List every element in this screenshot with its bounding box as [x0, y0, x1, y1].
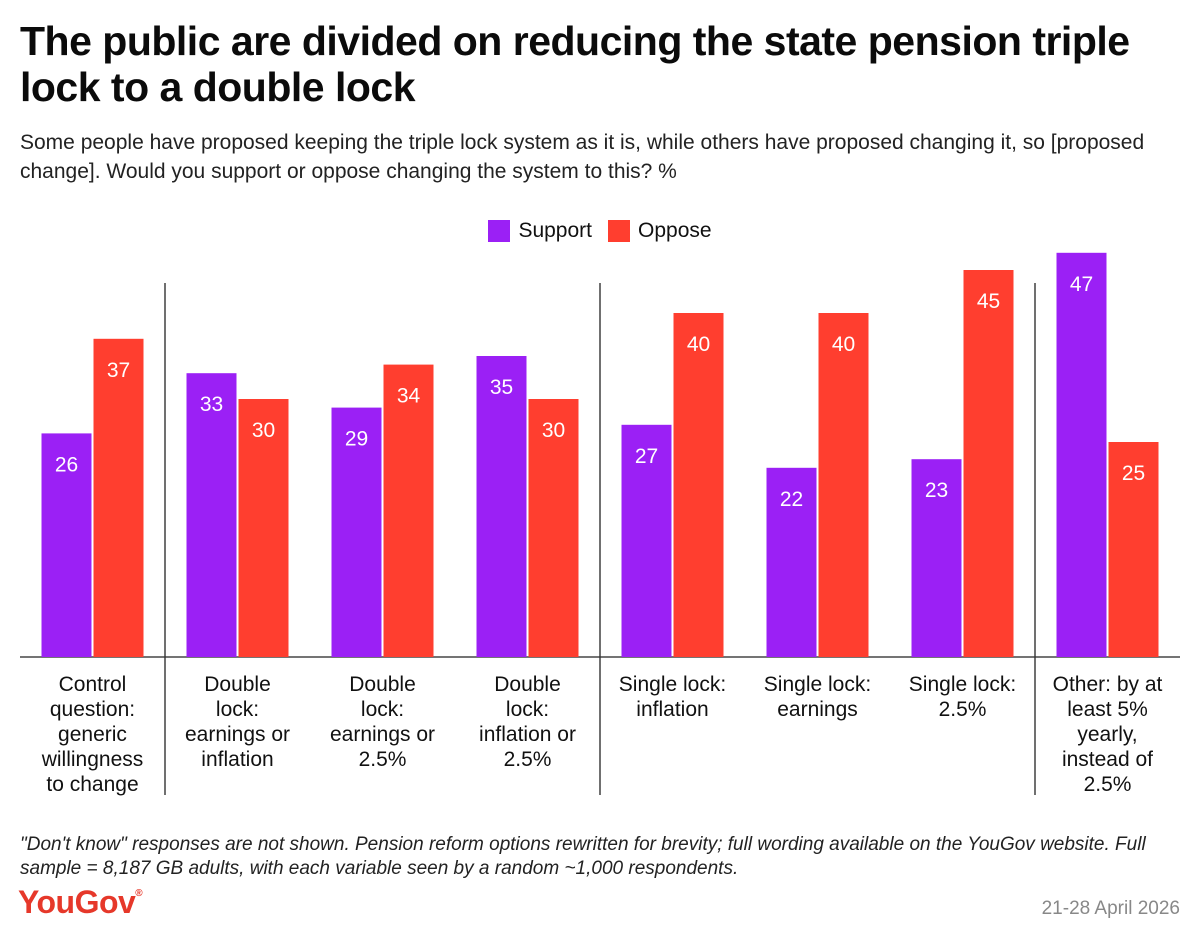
chart-subtitle: Some people have proposed keeping the tr… [20, 131, 1145, 183]
bar-support [41, 433, 92, 657]
category-label: Control [59, 673, 127, 696]
category-label: least 5% [1067, 698, 1148, 721]
data-label-oppose: 37 [107, 359, 130, 382]
bar-oppose [673, 313, 724, 657]
category-label: Double [494, 673, 561, 696]
category-label: inflation or [479, 723, 576, 746]
category-label: inflation [636, 698, 708, 721]
fieldwork-date: 21-28 April 2026 [1041, 898, 1180, 919]
category-label: earnings [777, 698, 858, 721]
data-label-support: 29 [345, 428, 368, 451]
legend-swatch-oppose [608, 220, 630, 242]
data-label-oppose: 34 [397, 385, 421, 408]
category-label: to change [46, 773, 138, 796]
category-label: 2.5% [359, 748, 407, 771]
data-label-oppose: 40 [832, 333, 855, 356]
category-label: yearly, [1077, 723, 1137, 746]
chart-title: The public are divided on reducing the s… [20, 18, 1130, 110]
bar-oppose [963, 270, 1014, 657]
legend-item-support: Support [488, 219, 592, 243]
brand-name: YouGov [18, 884, 136, 920]
data-label-oppose: 25 [1122, 462, 1145, 485]
category-label: Other: by at [1053, 673, 1163, 696]
data-label-oppose: 40 [687, 333, 710, 356]
legend-swatch-support [488, 220, 511, 242]
bar-support [331, 407, 382, 657]
bar-support [621, 424, 672, 657]
category-label: lock: [216, 698, 259, 721]
registered-mark-icon: ® [135, 888, 143, 899]
legend: Support Oppose [0, 216, 1200, 246]
category-label: 2.5% [1084, 773, 1132, 796]
legend-label-support: Support [518, 219, 592, 242]
data-label-oppose: 45 [977, 290, 1000, 313]
category-label: Single lock: [764, 673, 871, 696]
category-label: lock: [361, 698, 404, 721]
data-label-support: 35 [490, 376, 513, 399]
category-label: generic [58, 723, 127, 746]
category-label: Single lock: [619, 673, 726, 696]
category-label: 2.5% [504, 748, 552, 771]
category-label: Double [204, 673, 271, 696]
data-label-support: 26 [55, 453, 78, 476]
category-label: lock: [506, 698, 549, 721]
bar-oppose [238, 399, 289, 657]
bar-oppose [1108, 442, 1159, 657]
bar-oppose [528, 399, 579, 657]
category-label: earnings or [185, 723, 290, 746]
data-label-oppose: 30 [252, 419, 275, 442]
footnote: "Don't know" responses are not shown. Pe… [20, 834, 1146, 879]
bar-support [911, 459, 962, 657]
category-label: willingness [41, 748, 144, 771]
bar-oppose [818, 313, 869, 657]
bar-oppose [93, 338, 144, 657]
category-label: question: [50, 698, 135, 721]
data-label-oppose: 30 [542, 419, 565, 442]
data-label-support: 27 [635, 445, 658, 468]
bar-support [186, 373, 237, 657]
category-label: Single lock: [909, 673, 1016, 696]
category-label: 2.5% [939, 698, 987, 721]
bar-support [766, 467, 817, 657]
category-label: earnings or [330, 723, 435, 746]
bar-support [476, 356, 527, 657]
category-label: instead of [1062, 748, 1153, 771]
bar-support [1056, 252, 1107, 658]
yougov-logo: YouGov® [18, 884, 143, 921]
bar-oppose [383, 364, 434, 657]
category-label: Double [349, 673, 416, 696]
legend-label-oppose: Oppose [638, 219, 712, 242]
category-label: inflation [201, 748, 273, 771]
legend-item-oppose: Oppose [608, 219, 712, 243]
data-label-support: 33 [200, 393, 223, 416]
data-label-support: 47 [1070, 273, 1093, 296]
data-label-support: 23 [925, 479, 948, 502]
data-label-support: 22 [780, 488, 803, 511]
